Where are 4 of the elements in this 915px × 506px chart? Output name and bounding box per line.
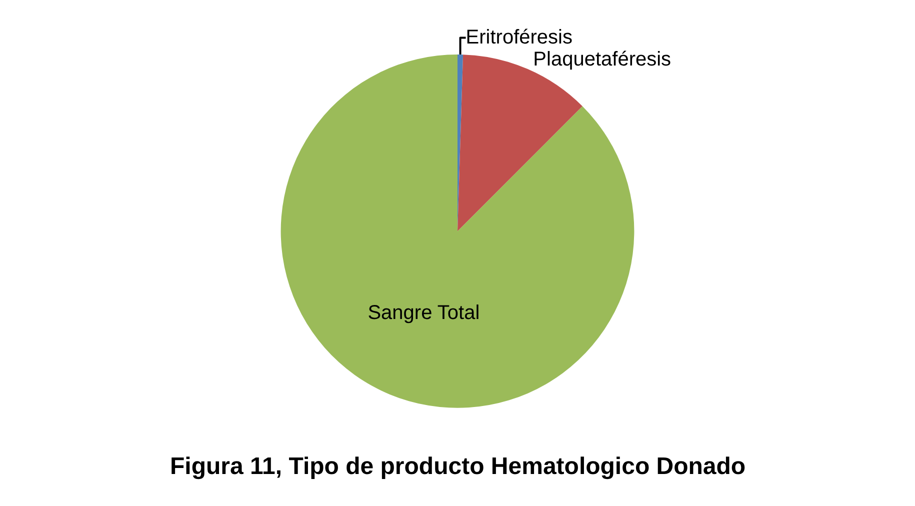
text: Figura 11, Tipo de producto Hematologico Donado (170, 453, 746, 480)
slice-label: Sangre Total (368, 302, 480, 324)
slice-label: Plaquetaféresis (533, 48, 672, 71)
slice-label: Eritroféresis (466, 26, 572, 49)
